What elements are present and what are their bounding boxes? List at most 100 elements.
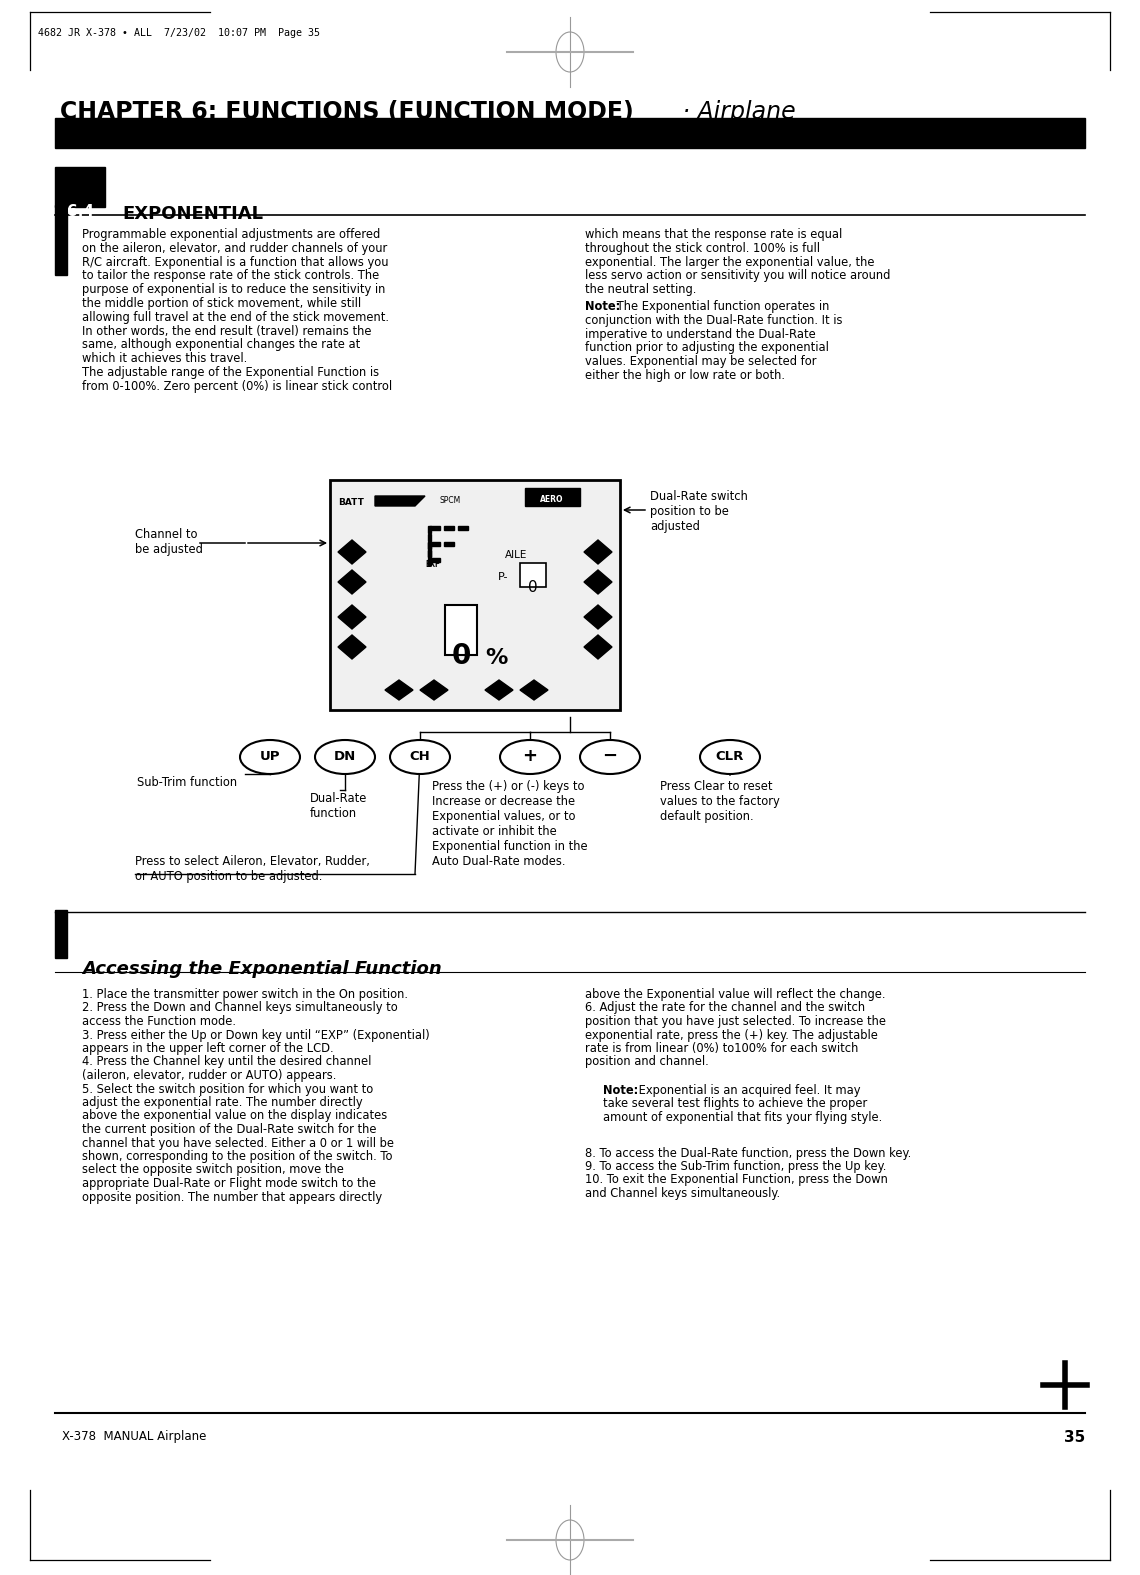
- Text: (aileron, elevator, rudder or AUTO) appears.: (aileron, elevator, rudder or AUTO) appe…: [82, 1069, 336, 1082]
- Text: and Channel keys simultaneously.: and Channel keys simultaneously.: [585, 1188, 780, 1200]
- Text: allowing full travel at the end of the stick movement.: allowing full travel at the end of the s…: [82, 310, 389, 324]
- Text: less servo action or sensitivity you will notice around: less servo action or sensitivity you wil…: [585, 269, 890, 282]
- Bar: [428, 550, 431, 558]
- Text: The Exponential function operates in: The Exponential function operates in: [613, 299, 830, 313]
- Text: conjunction with the Dual-Rate function. It is: conjunction with the Dual-Rate function.…: [585, 313, 842, 326]
- Text: the middle portion of stick movement, while still: the middle portion of stick movement, wh…: [82, 298, 361, 310]
- Text: R/C aircraft. Exponential is a function that allows you: R/C aircraft. Exponential is a function …: [82, 255, 389, 269]
- Text: BATT: BATT: [337, 498, 364, 507]
- Bar: [443, 526, 454, 531]
- Text: channel that you have selected. Either a 0 or 1 will be: channel that you have selected. Either a…: [82, 1137, 394, 1150]
- Bar: [55, 118, 1085, 148]
- Text: the neutral setting.: the neutral setting.: [585, 284, 697, 296]
- Text: throughout the stick control. 100% is full: throughout the stick control. 100% is fu…: [585, 243, 820, 255]
- Bar: [430, 526, 440, 531]
- Text: P-: P-: [498, 572, 508, 583]
- Text: 8. To access the Dual-Rate function, press the Down key.: 8. To access the Dual-Rate function, pre…: [585, 1147, 911, 1159]
- Bar: [430, 542, 440, 547]
- Text: appears in the upper left corner of the LCD.: appears in the upper left corner of the …: [82, 1043, 334, 1055]
- Text: Press Clear to reset
values to the factory
default position.: Press Clear to reset values to the facto…: [660, 780, 780, 824]
- Polygon shape: [337, 605, 366, 628]
- Polygon shape: [420, 680, 448, 699]
- Polygon shape: [584, 540, 612, 564]
- Text: The adjustable range of the Exponential Function is: The adjustable range of the Exponential …: [82, 365, 380, 380]
- Polygon shape: [337, 635, 366, 658]
- Text: +: +: [522, 747, 537, 765]
- Text: EXPONENTIAL: EXPONENTIAL: [122, 205, 263, 224]
- Text: X-378  MANUAL Airplane: X-378 MANUAL Airplane: [62, 1430, 206, 1443]
- Text: Press the (+) or (-) keys to
Increase or decrease the
Exponential values, or to
: Press the (+) or (-) keys to Increase or…: [432, 780, 587, 868]
- Ellipse shape: [241, 740, 300, 773]
- Text: 4682 JR X-378 • ALL  7/23/02  10:07 PM  Page 35: 4682 JR X-378 • ALL 7/23/02 10:07 PM Pag…: [38, 28, 320, 38]
- Text: Note:: Note:: [603, 1084, 638, 1098]
- Text: Sub-Trim function: Sub-Trim function: [137, 776, 237, 789]
- Text: Exponential is an acquired feel. It may: Exponential is an acquired feel. It may: [635, 1084, 861, 1098]
- Text: from 0-100%. Zero percent (0%) is linear stick control: from 0-100%. Zero percent (0%) is linear…: [82, 380, 392, 392]
- Text: amount of exponential that fits your flying style.: amount of exponential that fits your fly…: [603, 1110, 882, 1125]
- Polygon shape: [484, 680, 513, 699]
- Text: Dual-Rate switch
position to be
adjusted: Dual-Rate switch position to be adjusted: [650, 490, 748, 532]
- Bar: [428, 550, 431, 558]
- Bar: [428, 534, 431, 540]
- Text: which it achieves this travel.: which it achieves this travel.: [82, 353, 247, 365]
- Text: access the Function mode.: access the Function mode.: [82, 1014, 236, 1028]
- Text: 10. To exit the Exponential Function, press the Down: 10. To exit the Exponential Function, pr…: [585, 1173, 888, 1186]
- Bar: [55, 205, 67, 276]
- Ellipse shape: [500, 740, 560, 773]
- Text: rate is from linear (0%) to100% for each switch: rate is from linear (0%) to100% for each…: [585, 1043, 858, 1055]
- Bar: [55, 167, 105, 206]
- Text: 6.4: 6.4: [66, 205, 93, 219]
- Polygon shape: [337, 540, 366, 564]
- Ellipse shape: [700, 740, 760, 773]
- Ellipse shape: [315, 740, 375, 773]
- Text: the current position of the Dual-Rate switch for the: the current position of the Dual-Rate sw…: [82, 1123, 376, 1136]
- Text: In other words, the end result (travel) remains the: In other words, the end result (travel) …: [82, 324, 372, 337]
- Text: purpose of exponential is to reduce the sensitivity in: purpose of exponential is to reduce the …: [82, 284, 385, 296]
- Polygon shape: [520, 680, 548, 699]
- Text: SPCM: SPCM: [440, 496, 462, 506]
- Polygon shape: [584, 570, 612, 594]
- Text: take several test flights to achieve the proper: take several test flights to achieve the…: [603, 1098, 868, 1110]
- Text: shown, corresponding to the position of the switch. To: shown, corresponding to the position of …: [82, 1150, 392, 1162]
- Text: exponential. The larger the exponential value, the: exponential. The larger the exponential …: [585, 255, 874, 269]
- Text: CHAPTER 6: FUNCTIONS (FUNCTION MODE): CHAPTER 6: FUNCTIONS (FUNCTION MODE): [60, 99, 634, 124]
- Polygon shape: [584, 635, 612, 658]
- Text: imperative to understand the Dual-Rate: imperative to understand the Dual-Rate: [585, 328, 816, 340]
- Bar: [428, 542, 431, 550]
- Text: either the high or low rate or both.: either the high or low rate or both.: [585, 369, 785, 383]
- Text: which means that the response rate is equal: which means that the response rate is eq…: [585, 228, 842, 241]
- Text: 5. Select the switch position for which you want to: 5. Select the switch position for which …: [82, 1082, 373, 1096]
- Text: adjust the exponential rate. The number directly: adjust the exponential rate. The number …: [82, 1096, 363, 1109]
- Text: Dual-Rate
function: Dual-Rate function: [310, 792, 367, 821]
- Polygon shape: [337, 570, 366, 594]
- Bar: [329, 480, 620, 710]
- Polygon shape: [584, 605, 612, 628]
- Text: 2. Press the Down and Channel keys simultaneously to: 2. Press the Down and Channel keys simul…: [82, 1002, 398, 1014]
- Text: Press to select Aileron, Elevator, Rudder,
or AUTO position to be adjusted.: Press to select Aileron, Elevator, Rudde…: [135, 855, 369, 884]
- Text: 3. Press either the Up or Down key until “EXP” (Exponential): 3. Press either the Up or Down key until…: [82, 1028, 430, 1041]
- Ellipse shape: [390, 740, 450, 773]
- Text: UP: UP: [260, 750, 280, 762]
- Text: 4. Press the Channel key until the desired channel: 4. Press the Channel key until the desir…: [82, 1055, 372, 1068]
- Bar: [458, 526, 469, 531]
- Text: exponential rate, press the (+) key. The adjustable: exponential rate, press the (+) key. The…: [585, 1028, 878, 1041]
- Text: to tailor the response rate of the stick controls. The: to tailor the response rate of the stick…: [82, 269, 380, 282]
- Text: function prior to adjusting the exponential: function prior to adjusting the exponent…: [585, 342, 829, 354]
- Text: · Airplane: · Airplane: [675, 99, 796, 124]
- Text: AERO: AERO: [540, 495, 564, 504]
- Text: 6. Adjust the rate for the channel and the switch: 6. Adjust the rate for the channel and t…: [585, 1002, 865, 1014]
- Text: on the aileron, elevator, and rudder channels of your: on the aileron, elevator, and rudder cha…: [82, 243, 388, 255]
- Text: Channel to
be adjusted: Channel to be adjusted: [135, 528, 203, 556]
- Text: values. Exponential may be selected for: values. Exponential may be selected for: [585, 356, 816, 369]
- Ellipse shape: [580, 740, 640, 773]
- Bar: [520, 562, 546, 587]
- Text: above the Exponential value will reflect the change.: above the Exponential value will reflect…: [585, 988, 886, 1002]
- Text: appropriate Dual-Rate or Flight mode switch to the: appropriate Dual-Rate or Flight mode swi…: [82, 1177, 376, 1191]
- Bar: [430, 558, 440, 562]
- Bar: [55, 910, 67, 958]
- Text: 9. To access the Sub-Trim function, press the Up key.: 9. To access the Sub-Trim function, pres…: [585, 1161, 887, 1173]
- Text: 0: 0: [451, 643, 471, 669]
- Text: above the exponential value on the display indicates: above the exponential value on the displ…: [82, 1109, 388, 1123]
- Text: Programmable exponential adjustments are offered: Programmable exponential adjustments are…: [82, 228, 381, 241]
- Text: Note:: Note:: [585, 299, 620, 313]
